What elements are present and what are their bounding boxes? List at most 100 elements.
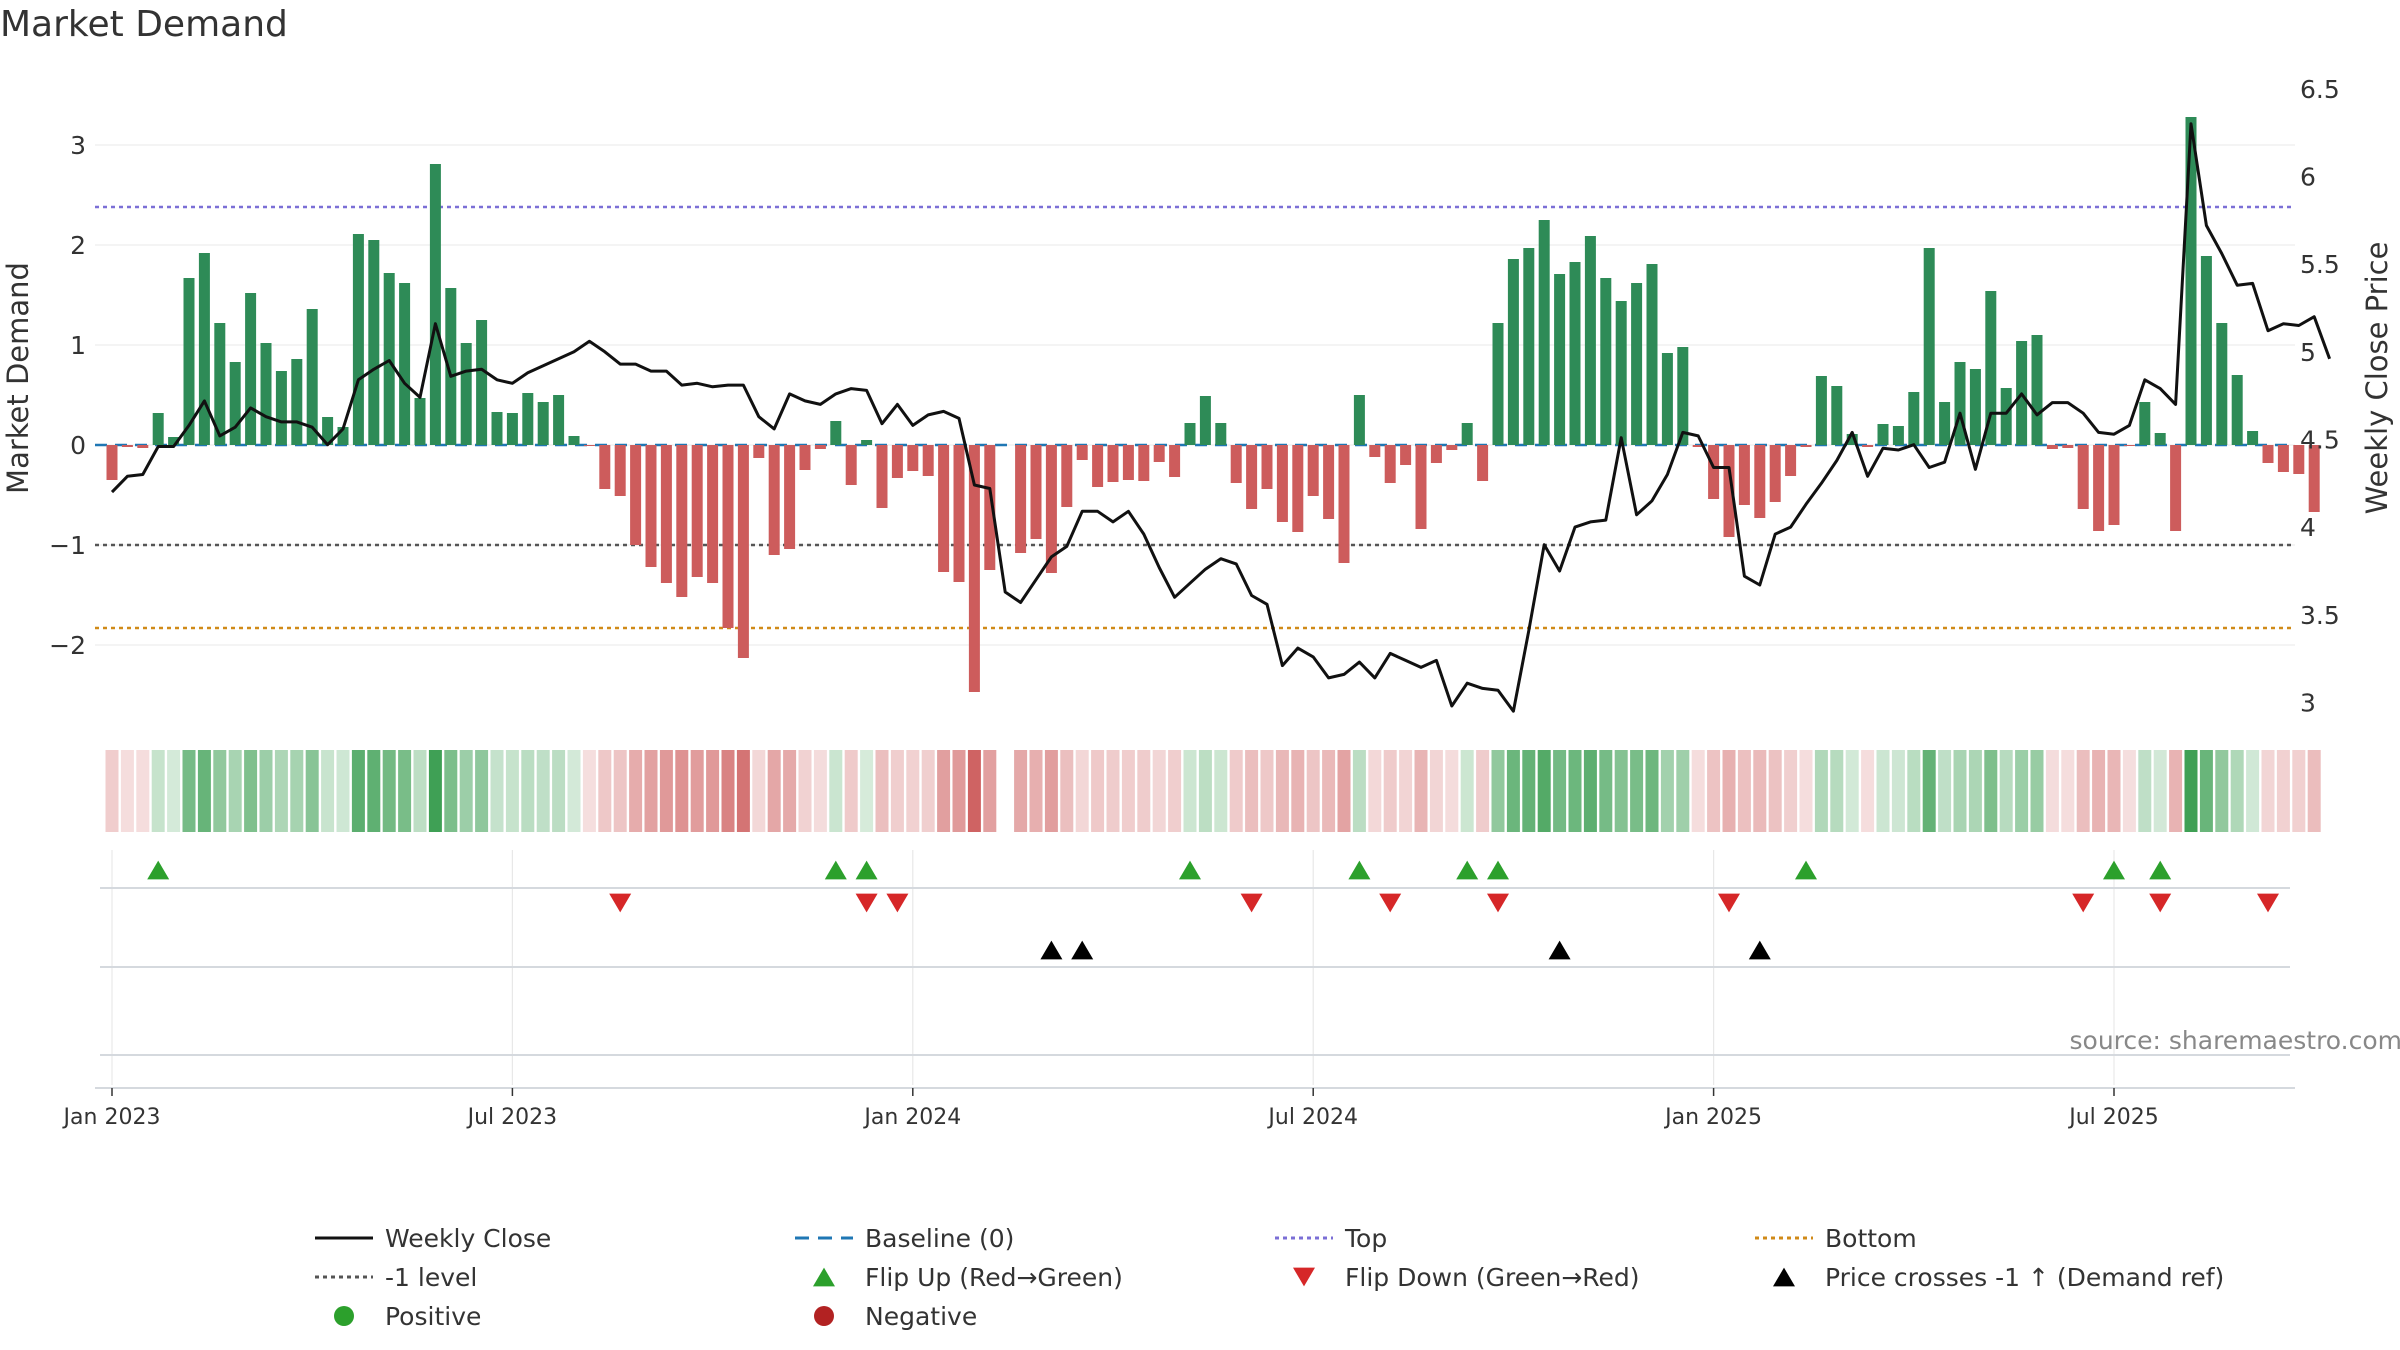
demand-bar-positive: [553, 395, 565, 445]
price-line-group: [110, 122, 2332, 713]
demand-bar-positive: [1461, 423, 1473, 445]
demand-bar-positive: [1877, 424, 1889, 445]
legend-label: Top: [1344, 1224, 1387, 1253]
heatstrip-cell: [1722, 750, 1736, 832]
heatstrip-cell: [1091, 750, 1105, 832]
heatstrip-cell: [1953, 750, 1967, 832]
legend-label: Baseline (0): [865, 1224, 1014, 1253]
demand-bar-positive: [1815, 376, 1827, 445]
demand-bar-positive: [245, 293, 257, 445]
heatstrip-cell: [798, 750, 812, 832]
flip-down-marker: [886, 893, 909, 913]
demand-bar-positive: [352, 234, 364, 445]
flip-down-marker: [2257, 893, 2279, 913]
heatstrip-cell: [290, 750, 304, 832]
demand-bar-positive: [1353, 395, 1365, 445]
heatstrip-cell: [1368, 750, 1382, 832]
demand-bar-positive: [476, 320, 488, 445]
demand-bar-negative: [1800, 445, 1812, 447]
heatstrip-cell: [1168, 750, 1182, 832]
heatstrip-cell: [1784, 750, 1798, 832]
right-tick-label: 6: [2300, 162, 2316, 191]
demand-bar-positive: [1831, 386, 1843, 445]
heatstrip-cell: [1676, 750, 1690, 832]
heatstrip-cell: [459, 750, 473, 832]
heatstrip-cell: [1522, 750, 1536, 832]
left-tick-label: −2: [49, 631, 86, 660]
legend-item: Positive: [334, 1302, 481, 1331]
gridlines: [95, 144, 2295, 1085]
demand-bar-positive: [568, 436, 580, 445]
demand-bar-positive: [2200, 256, 2212, 445]
heatstrip-cell: [967, 750, 981, 832]
demand-bar-negative: [1076, 445, 1088, 460]
heatstrip-cell: [1014, 750, 1028, 832]
demand-bar-negative: [845, 445, 857, 485]
demand-bar-negative: [1708, 445, 1720, 499]
heatstrip-cell: [1214, 750, 1228, 832]
demand-bar-negative: [707, 445, 719, 583]
flip-up-marker: [147, 860, 170, 880]
heatstrip-cell: [983, 750, 997, 832]
demand-bar-negative: [1446, 445, 1458, 450]
demand-bar-positive: [214, 323, 226, 445]
heatstrip-cell: [2199, 750, 2213, 832]
heatstrip-cell: [1891, 750, 1905, 832]
demand-bar-negative: [1045, 445, 1057, 573]
flip-down-marker: [1487, 893, 1509, 913]
heatstrip-cell: [890, 750, 904, 832]
demand-bar-negative: [1477, 445, 1489, 481]
demand-bar-negative: [1400, 445, 1412, 465]
heatstrip-cell: [582, 750, 596, 832]
demand-bar-negative: [691, 445, 703, 577]
heatstrip-cell: [505, 750, 519, 832]
demand-bar-positive: [1523, 248, 1535, 445]
heatstrip-cell: [1830, 750, 1844, 832]
heatstrip-cell: [813, 750, 827, 832]
heatstrip-cell: [521, 750, 535, 832]
heatstrip-cell: [1029, 750, 1043, 832]
demand-bar-positive: [1908, 392, 1920, 445]
right-tick-label: 6.5: [2300, 75, 2340, 104]
legend-swatch-flip-up: [813, 1267, 835, 1287]
demand-bar-negative: [1862, 445, 1874, 447]
demand-bar-positive: [1646, 264, 1658, 445]
heatstrip-cell: [274, 750, 288, 832]
demand-bar-negative: [1261, 445, 1273, 489]
demand-bar-positive: [368, 240, 380, 445]
legend-swatch-positive: [334, 1306, 354, 1326]
flip-down-marker: [1379, 893, 1402, 913]
heatstrip-cell: [1152, 750, 1166, 832]
demand-bar-negative: [1754, 445, 1766, 518]
demand-bar-positive: [2154, 433, 2166, 445]
demand-bar-negative: [121, 445, 133, 447]
legend-item: Top: [1275, 1224, 1387, 1253]
demand-bar-positive: [1631, 283, 1643, 445]
demand-bar-negative: [1030, 445, 1042, 539]
heatstrip-cell: [2292, 750, 2306, 832]
demand-bar-positive: [1677, 347, 1689, 445]
heatstrip-cell: [906, 750, 920, 832]
x-tick-label: Jan 2025: [1663, 1105, 1762, 1130]
heatstrip-cell: [1876, 750, 1890, 832]
demand-bar-positive: [2139, 402, 2151, 445]
heatstrip-cell: [767, 750, 781, 832]
heatstrip-cell: [2153, 750, 2167, 832]
heatstrip-cell: [475, 750, 489, 832]
demand-bar-negative: [2093, 445, 2105, 531]
demand-bar-positive: [2231, 375, 2243, 445]
legend-swatch-flip-down: [1293, 1267, 1315, 1287]
demand-bar-positive: [183, 278, 195, 445]
demand-bar-negative: [2123, 445, 2135, 446]
heatstrip-cell: [1922, 750, 1936, 832]
x-tick-label: Jul 2023: [466, 1105, 558, 1130]
demand-bar-negative: [876, 445, 888, 508]
demand-bar-negative: [1692, 445, 1704, 447]
price-cross-marker: [1040, 940, 1063, 960]
right-axis-label: Weekly Close Price: [2360, 242, 2394, 515]
demand-bar-positive: [306, 309, 318, 445]
heatstrip-cell: [1691, 750, 1705, 832]
demand-bar-positive: [1892, 426, 1904, 445]
